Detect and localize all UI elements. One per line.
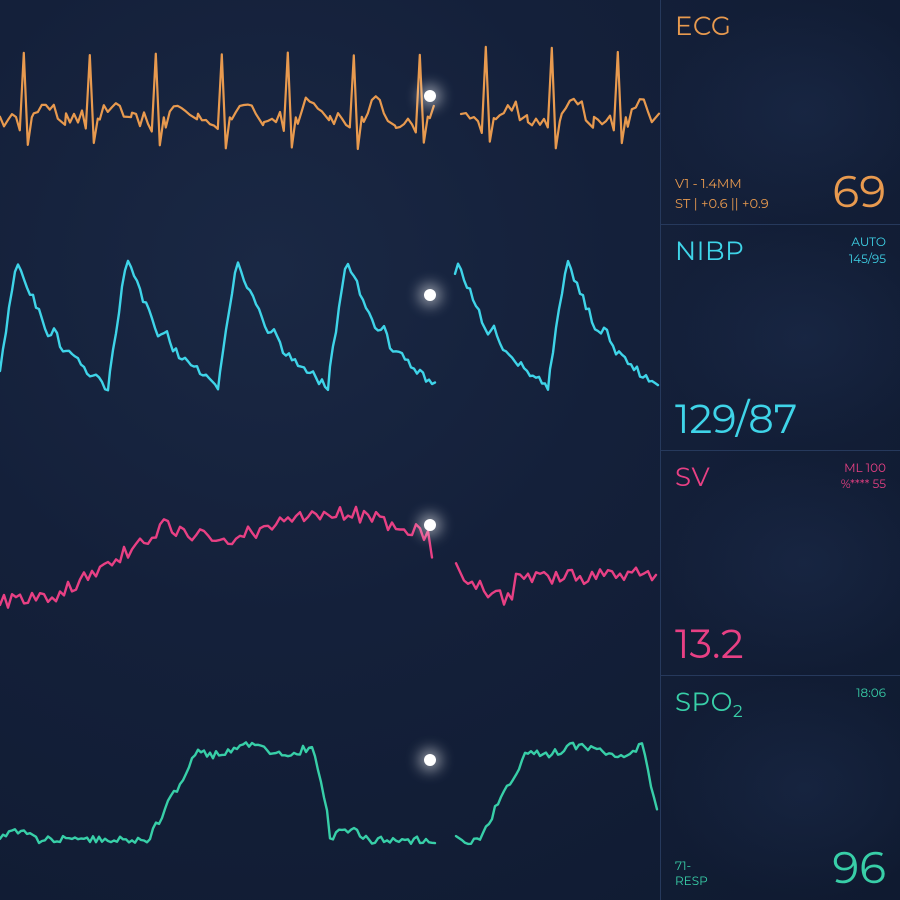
panel-nibp[interactable]: NIBP AUTO 145/95 129/87	[661, 225, 900, 450]
sidebar: ECG V1 - 1.4MM ST | +0.6 || +0.9 69 NIBP…	[660, 0, 900, 900]
ecg-value: 69	[832, 170, 886, 214]
ecg-meta: V1 - 1.4MM ST | +0.6 || +0.9	[675, 175, 769, 214]
spo2-value: 96	[832, 846, 886, 890]
ecg-waveform	[0, 0, 660, 225]
spo2-bottom-left: 71- RESP	[675, 859, 708, 890]
cursor-dot-ecg	[424, 90, 436, 102]
spo2-label: SPO2	[675, 686, 886, 722]
panel-ecg[interactable]: ECG V1 - 1.4MM ST | +0.6 || +0.9 69	[661, 0, 900, 225]
wave-row-ecg	[0, 0, 660, 225]
nibp-sub-line-2: 145/95	[849, 252, 886, 269]
spo2-bl-line-2: RESP	[675, 874, 708, 890]
panel-spo2[interactable]: SPO2 18:06 71- RESP 96	[661, 676, 900, 900]
spo2-label-text: SPO	[675, 686, 733, 718]
waveform-area	[0, 0, 660, 900]
sv-sub-line-2: %**** 55	[841, 477, 886, 494]
sv-sub: ML 100 %**** 55	[841, 461, 886, 495]
ecg-label: ECG	[675, 10, 886, 42]
nibp-value: 129/87	[675, 400, 886, 440]
cursor-dot-spo2	[424, 754, 436, 766]
ecg-meta-line-1: V1 - 1.4MM	[675, 175, 769, 195]
cursor-dot-sv	[424, 519, 436, 531]
spo2-label-sub: 2	[733, 702, 743, 722]
nibp-waveform	[0, 225, 660, 450]
spo2-waveform	[0, 675, 660, 900]
spo2-sub-line-1: 18:06	[856, 686, 886, 703]
sv-waveform	[0, 450, 660, 675]
sv-sub-line-1: ML 100	[841, 461, 886, 478]
cursor-dot-nibp	[424, 289, 436, 301]
nibp-sub-line-1: AUTO	[849, 235, 886, 252]
sv-value: 13.2	[675, 625, 886, 665]
wave-row-spo2	[0, 675, 660, 900]
wave-row-nibp	[0, 225, 660, 450]
ecg-meta-line-2: ST | +0.6 || +0.9	[675, 195, 769, 215]
nibp-sub: AUTO 145/95	[849, 235, 886, 269]
spo2-sub: 18:06	[856, 686, 886, 703]
wave-row-sv	[0, 450, 660, 675]
spo2-bl-line-1: 71-	[675, 859, 708, 875]
panel-sv[interactable]: SV ML 100 %**** 55 13.2	[661, 451, 900, 676]
